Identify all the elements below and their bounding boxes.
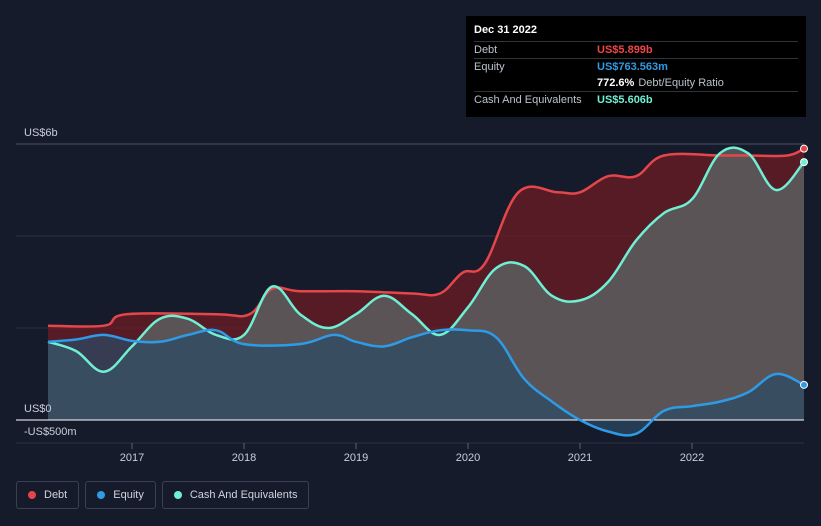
equity-area — [48, 329, 804, 436]
equity-line — [47, 328, 805, 437]
cash-end-point — [800, 158, 808, 167]
tooltip-label: Equity — [474, 61, 505, 73]
x-tick-label: 2017 — [120, 452, 144, 464]
tooltip-row-ratio: 772.6% Debt/Equity Ratio — [474, 75, 798, 91]
legend-item-equity[interactable]: Equity — [85, 481, 156, 509]
x-axis: 2017 2018 2019 2020 2021 2022 — [120, 443, 704, 464]
debt-end-point — [800, 144, 808, 153]
x-tick-label: 2022 — [680, 452, 704, 464]
tooltip-equity-value: US$763.563m — [597, 61, 668, 73]
x-tick-label: 2020 — [456, 452, 480, 464]
tooltip-ratio-label: Debt/Equity Ratio — [638, 77, 724, 89]
legend-label: Debt — [44, 489, 68, 501]
x-tick-label: 2019 — [344, 452, 368, 464]
tooltip-row-debt: Debt US$5.899b — [474, 41, 798, 58]
tooltip-date: Dec 31 2022 — [474, 24, 537, 36]
legend-label: Equity — [113, 489, 144, 501]
tooltip-debt-value: US$5.899b — [597, 44, 653, 56]
tooltip-ratio-value: 772.6% — [597, 77, 635, 89]
y-label-bottom: -US$500m — [24, 426, 77, 438]
equity-end-point — [800, 380, 808, 389]
tooltip-row-equity: Equity US$763.563m — [474, 58, 798, 75]
legend-item-debt[interactable]: Debt — [16, 481, 80, 509]
y-label-top: US$6b — [24, 127, 58, 139]
legend: Debt Equity Cash And Equivalents — [16, 481, 310, 509]
x-tick-label: 2021 — [568, 452, 592, 464]
tooltip-row-cash: Cash And Equivalents US$5.606b — [474, 91, 798, 108]
tooltip-label: Debt — [474, 44, 498, 56]
tooltip-cash-value: US$5.606b — [597, 94, 653, 106]
debt-line — [47, 147, 805, 328]
dot-icon — [28, 491, 36, 499]
cash-line — [47, 146, 805, 373]
dot-icon — [173, 491, 182, 499]
legend-label: Cash And Equivalents — [189, 489, 298, 501]
legend-item-cash[interactable]: Cash And Equivalents — [161, 481, 310, 509]
x-tick-label: 2018 — [232, 452, 256, 464]
tooltip-label: Cash And Equivalents — [474, 94, 582, 106]
dot-icon — [97, 491, 106, 499]
tooltip-panel: Dec 31 2022 Debt US$5.899b Equity US$763… — [466, 16, 806, 117]
y-label-zero: US$0 — [24, 403, 52, 415]
